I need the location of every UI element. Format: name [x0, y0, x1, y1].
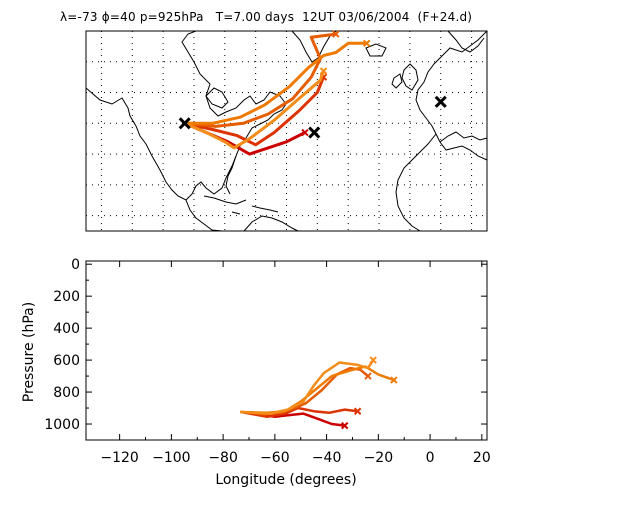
y-tick-label: 800: [53, 385, 80, 401]
map-trajectory-end-5: [319, 67, 328, 75]
y-tick-label: 600: [53, 353, 80, 369]
africa-coastline: [395, 133, 437, 232]
map-markers: [178, 95, 447, 139]
caribbean-coastline: [203, 195, 279, 215]
pressure-trajectory-2: [239, 406, 359, 419]
pressure-trajectory-end-1: [341, 421, 349, 430]
pressure-trajectory-end-3: [364, 372, 372, 380]
map-trajectory-end-1: [301, 128, 309, 137]
hudson-bay-coastline: [205, 87, 229, 109]
x-tick-label: −20: [364, 450, 394, 466]
pressure-panel: −120 −100 −80 −60 −40 −20 0 2002004006008001000…: [21, 257, 491, 488]
scandinavia-coastline: [447, 30, 485, 53]
pressure-trajectory-end-5: [369, 356, 377, 364]
chart-header: λ=-73 ϕ=40 p=925hPa T=7.00 days 12UT 03/…: [60, 10, 473, 24]
central-america-coastline: [185, 199, 223, 232]
map-trajectory-5: [183, 69, 325, 150]
y-tick-label: 400: [53, 321, 80, 337]
x-tick-label: −80: [208, 450, 238, 466]
ireland-coastline: [391, 73, 403, 89]
map-trajectory-4: [183, 41, 369, 125]
greenland-coastline: [291, 30, 337, 63]
x-axis-title: Longitude (degrees): [215, 472, 356, 488]
europe-coastline: [415, 30, 488, 161]
x-tick-label: 20: [473, 450, 491, 466]
x-tick-label: −120: [100, 450, 138, 466]
map-marker-1: [178, 117, 191, 130]
uk-coastline: [401, 63, 419, 91]
y-axis-title: Pressure (hPa): [21, 302, 37, 402]
x-tick-label: −100: [152, 450, 190, 466]
map-panel: [85, 30, 488, 232]
map-trajectories: [183, 30, 371, 156]
map-marker-2: [308, 126, 321, 139]
map-grid: [86, 30, 487, 231]
pressure-trajectories: [239, 356, 398, 430]
map-trajectory-3: [183, 32, 338, 128]
x-tick-label: 0: [426, 450, 435, 466]
map-frame: [85, 30, 488, 232]
x-tick-label: −40: [312, 450, 342, 466]
y-tick-label: 1000: [44, 417, 80, 433]
map-trajectory-end-4: [362, 39, 371, 48]
iceland-coastline: [365, 43, 387, 57]
map-trajectory-2: [183, 75, 325, 147]
map-marker-3: [434, 95, 447, 108]
x-tick-label: −60: [260, 450, 290, 466]
y-tick-label: 0: [71, 257, 80, 273]
map-trajectory-end-3: [332, 30, 340, 38]
mediterranean-coastline: [439, 131, 488, 143]
pressure-trajectory-end-2: [353, 407, 362, 415]
florida-coastline: [225, 155, 237, 195]
pressure-trajectory-end-4: [390, 376, 398, 384]
y-tick-label: 200: [53, 289, 80, 305]
pressure-trajectory-5: [239, 358, 375, 415]
south-america-coastline: [243, 215, 299, 232]
